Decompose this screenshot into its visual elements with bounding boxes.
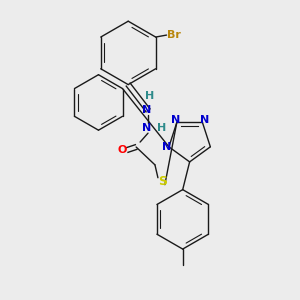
Text: O: O: [118, 145, 127, 155]
Text: N: N: [200, 116, 209, 125]
Text: N: N: [171, 116, 181, 125]
Text: N: N: [142, 105, 152, 116]
Text: S: S: [158, 175, 167, 188]
Text: H: H: [157, 123, 167, 133]
Text: H: H: [146, 91, 154, 100]
Text: N: N: [142, 123, 152, 133]
Text: N: N: [162, 142, 172, 152]
Text: Br: Br: [167, 30, 180, 40]
